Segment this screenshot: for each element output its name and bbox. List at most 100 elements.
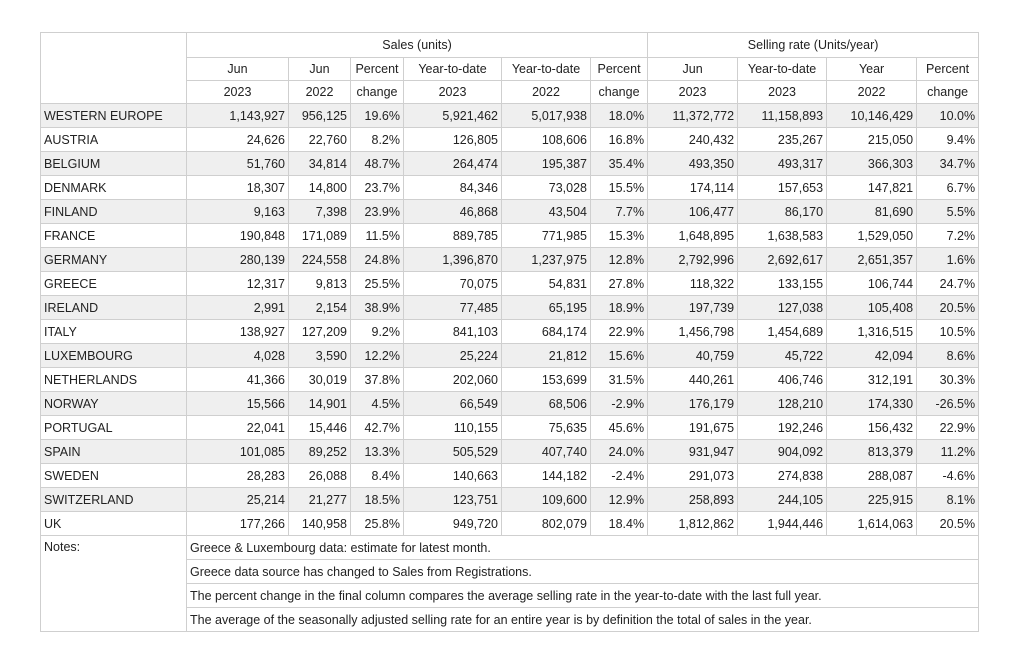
table-cell: 73,028 [501,175,591,200]
table-cell: 109,600 [501,487,591,512]
table-cell: 108,606 [501,127,591,152]
table-cell: 1,143,927 [186,103,289,128]
note-text: The percent change in the final column c… [185,583,980,608]
row-label: AUSTRIA [40,127,187,152]
table-cell: 406,746 [737,367,828,392]
table-cell: 2,692,617 [737,247,828,272]
table-cell: 51,760 [186,151,289,176]
table-row: WESTERN EUROPE 1,143,927 956,125 19.6% 5,921… [40,103,980,128]
table-cell: 9.2% [350,319,404,344]
table-cell: 1,812,862 [647,511,739,536]
table-cell: 1,944,446 [737,511,828,536]
sales-group-header: Sales (units) [185,32,649,58]
table-cell: 15,446 [288,415,351,440]
table-cell: 956,125 [288,103,351,128]
table-cell: 1,316,515 [826,319,918,344]
table-cell: 366,303 [826,151,918,176]
column-header: 2022 [288,80,351,104]
table-cell: 15.3% [589,223,649,248]
table-row: PORTUGAL 22,041 15,446 42.7% 110,155 75,635 45… [40,415,980,440]
column-header: 2023 [737,80,828,104]
table-cell: 84,346 [403,175,502,200]
table-cell: 43,504 [501,199,591,224]
notes-row: Greece data source has changed to Sales … [41,559,980,584]
table-cell: 24,626 [186,127,289,152]
table-cell: 8.6% [916,343,980,368]
column-header: Jun [186,57,289,81]
column-header: Year-to-date [403,57,502,81]
table-cell: 1,638,583 [737,223,828,248]
table-cell: 14,800 [288,175,351,200]
table-cell: 195,387 [501,151,591,176]
table-cell: 215,050 [826,127,918,152]
table-cell: 244,105 [737,487,828,512]
table-cell: 25,214 [186,487,289,512]
table-cell: 191,675 [647,415,739,440]
table-cell: 192,246 [737,415,828,440]
table-row: ITALY 138,927 127,209 9.2% 841,103 684,174 22.… [40,319,980,344]
table-row: SWEDEN 28,283 26,088 8.4% 140,663 144,182 -2.4… [40,463,980,488]
table-cell: 35.4% [589,151,649,176]
table-cell: 197,739 [647,295,739,320]
table-cell: 147,821 [826,175,918,200]
table-cell: 4.5% [350,391,404,416]
table-cell: 13.3% [350,439,404,464]
table-cell: 21,277 [288,487,351,512]
table-cell: 19.6% [350,103,404,128]
table-cell: 127,038 [737,295,828,320]
table-cell: 15,566 [186,391,289,416]
table-cell: 41,366 [186,367,289,392]
table-cell: 8.2% [350,127,404,152]
table-cell: 118,322 [647,271,739,296]
table-cell: 153,699 [501,367,591,392]
table-cell: 25,224 [403,343,502,368]
table-cell: 174,330 [826,391,918,416]
table-cell: 46,868 [403,199,502,224]
table-cell: 505,529 [403,439,502,464]
table-cell: 68,506 [501,391,591,416]
table-cell: 9,813 [288,271,351,296]
table-cell: 27.8% [589,271,649,296]
note-text: Greece & Luxembourg data: estimate for l… [185,535,980,560]
table-cell: 105,408 [826,295,918,320]
table-cell: 15.6% [589,343,649,368]
table-cell: 18.9% [589,295,649,320]
row-label: BELGIUM [40,151,187,176]
table-cell: 24.7% [916,271,980,296]
column-header: Percent [350,57,404,81]
column-header: Jun [288,57,351,81]
table-cell: 202,060 [403,367,502,392]
table-cell: 40,759 [647,343,739,368]
table-row: BELGIUM 51,760 34,814 48.7% 264,474 195,387 35… [40,151,980,176]
table-cell: 18.4% [589,511,649,536]
table-cell: 440,261 [647,367,739,392]
table-cell: 176,179 [647,391,739,416]
table-cell: 156,432 [826,415,918,440]
corner-cell [40,32,187,104]
row-label: NETHERLANDS [40,367,187,392]
table-cell: 10.0% [916,103,980,128]
column-header: Year-to-date [737,57,828,81]
table-cell: 22.9% [589,319,649,344]
table-cell: 841,103 [403,319,502,344]
table-cell: 20.5% [916,511,980,536]
table-cell: 45.6% [589,415,649,440]
note-text: The average of the seasonally adjusted s… [185,607,980,632]
notes-row: The percent change in the final column c… [41,583,980,608]
row-label: WESTERN EUROPE [40,103,187,128]
table-cell: 240,432 [647,127,739,152]
table-row: NETHERLANDS 41,366 30,019 37.8% 202,060 153,6… [40,367,980,392]
table-cell: 140,663 [403,463,502,488]
selling-rate-group-header: Selling rate (Units/year) [647,32,980,58]
table-cell: 493,317 [737,151,828,176]
row-label: PORTUGAL [40,415,187,440]
table-cell: 30,019 [288,367,351,392]
table-cell: 4,028 [186,343,289,368]
table-cell: 22,760 [288,127,351,152]
table-cell: 5,921,462 [403,103,502,128]
table-cell: 264,474 [403,151,502,176]
table-cell: 889,785 [403,223,502,248]
table-cell: 2,792,996 [647,247,739,272]
row-label: SPAIN [40,439,187,464]
table-cell: 1,456,798 [647,319,739,344]
